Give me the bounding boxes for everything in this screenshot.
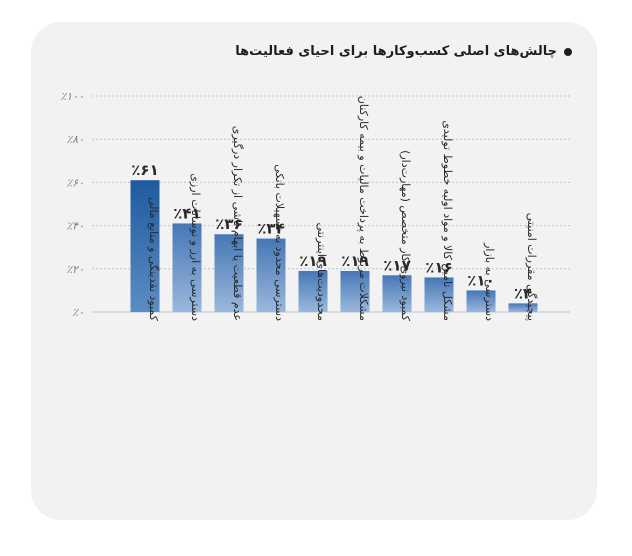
data-label: ٪۳۶ bbox=[215, 215, 242, 233]
x-category-label: مشکل تامین کالا و مواد اولیه خطوط تولیدی bbox=[441, 120, 454, 321]
bar bbox=[424, 277, 454, 312]
y-tick-label: ٪۸۰ bbox=[66, 133, 84, 146]
x-category-label: عدم قطعیت یا ابهام ناشی از تکرار درگیری bbox=[231, 126, 244, 321]
chart-title: چالش‌های اصلی کسب‌وکارها برای احیای فعال… bbox=[235, 44, 557, 59]
bar bbox=[256, 238, 286, 312]
bar bbox=[298, 270, 328, 312]
bar bbox=[214, 234, 244, 312]
x-category-label: محدودیت‌های اینترنتی bbox=[315, 223, 328, 322]
data-label: ٪۱۶ bbox=[425, 258, 452, 276]
data-label: ٪۴۱ bbox=[173, 204, 200, 222]
bullet-icon bbox=[564, 47, 572, 56]
data-label: ٪۶۱ bbox=[131, 161, 158, 179]
x-category-label: دسترسی محدود به تسهیلات بانکی bbox=[273, 164, 286, 321]
data-label: ٪۱۹ bbox=[299, 252, 326, 270]
y-tick-label: ٪۴۰ bbox=[66, 220, 84, 233]
x-category-label: مشکلات مربوط به پرداخت مالیات و بیمه کار… bbox=[357, 96, 370, 321]
y-tick-label: ٪۰ bbox=[72, 306, 84, 319]
bar bbox=[382, 275, 412, 312]
bar bbox=[130, 180, 160, 312]
x-category-label: پیچیدگی مقررات امنیتی bbox=[525, 213, 538, 321]
x-category-label: کمبود نقدینگی و منابع مالی bbox=[147, 197, 160, 322]
data-label: ٪۱۹ bbox=[341, 252, 368, 270]
bar bbox=[340, 270, 370, 312]
y-tick-label: ٪۲۰ bbox=[66, 263, 84, 276]
y-tick-label: ٪۶۰ bbox=[66, 176, 84, 189]
data-label: ٪۴ bbox=[514, 284, 532, 302]
y-tick-label: ٪۱۰۰ bbox=[60, 90, 84, 103]
data-label: ٪۳۴ bbox=[257, 220, 284, 238]
bar bbox=[466, 290, 496, 312]
x-category-label: کمبود نیروی کار متخصص (مهارت‌دار) bbox=[399, 150, 412, 322]
bar bbox=[508, 303, 538, 312]
x-category-label: دسترسی به ارز و نوسانات ارزی bbox=[189, 173, 202, 321]
chart-title-row: چالش‌های اصلی کسب‌وکارها برای احیای فعال… bbox=[235, 44, 572, 59]
data-label: ٪۱۰ bbox=[467, 271, 494, 289]
data-label: ٪۱۷ bbox=[383, 256, 410, 274]
bar bbox=[172, 223, 202, 312]
x-category-label: دسترسی به بازار bbox=[483, 242, 496, 321]
